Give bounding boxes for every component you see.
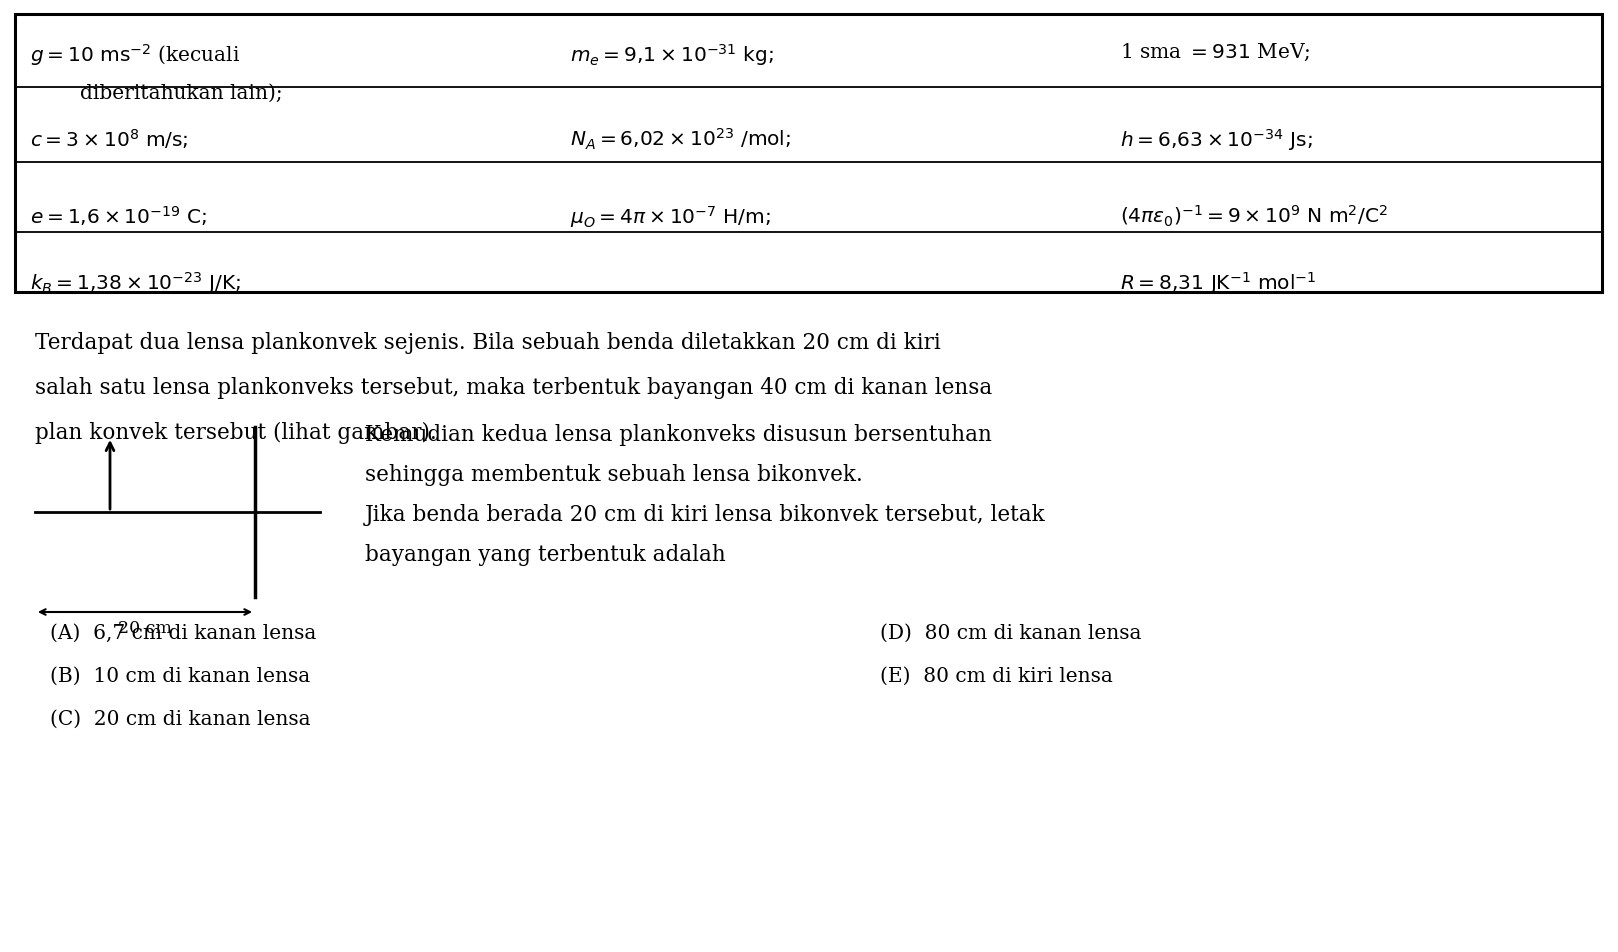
Text: $\mu_O = 4\pi \times 10^{-7}\ \mathrm{H/m};$: $\mu_O = 4\pi \times 10^{-7}\ \mathrm{H/… bbox=[570, 204, 770, 229]
Text: salah satu lensa plankonveks tersebut, maka terbentuk bayangan 40 cm di kanan le: salah satu lensa plankonveks tersebut, m… bbox=[36, 377, 992, 399]
Text: $k_B = 1{,}38 \times 10^{-23}\ \mathrm{J/K};$: $k_B = 1{,}38 \times 10^{-23}\ \mathrm{J… bbox=[31, 270, 241, 296]
Text: $e = 1{,}6 \times 10^{-19}\ \mathrm{C};$: $e = 1{,}6 \times 10^{-19}\ \mathrm{C};$ bbox=[31, 204, 207, 228]
Text: $c = 3 \times 10^{8}\ \mathrm{m/s};$: $c = 3 \times 10^{8}\ \mathrm{m/s};$ bbox=[31, 127, 188, 151]
Text: 1 sma $= 931$ MeV;: 1 sma $= 931$ MeV; bbox=[1120, 42, 1311, 63]
Text: $g = 10\ \mathrm{ms^{-2}}$ (kecuali: $g = 10\ \mathrm{ms^{-2}}$ (kecuali bbox=[31, 42, 239, 68]
Text: $R = 8{,}31\ \mathrm{JK^{-1}\ mol^{-1}}$: $R = 8{,}31\ \mathrm{JK^{-1}\ mol^{-1}}$ bbox=[1120, 270, 1317, 296]
Text: Terdapat dua lensa plankonvek sejenis. Bila sebuah benda diletakkan 20 cm di kir: Terdapat dua lensa plankonvek sejenis. B… bbox=[36, 332, 940, 354]
Text: (B)  10 cm di kanan lensa: (B) 10 cm di kanan lensa bbox=[50, 667, 311, 686]
Text: $h = 6{,}63 \times 10^{-34}\ \mathrm{Js};$: $h = 6{,}63 \times 10^{-34}\ \mathrm{Js}… bbox=[1120, 127, 1312, 153]
Text: $N_A = 6{,}02 \times 10^{23}\ \mathrm{/mol};$: $N_A = 6{,}02 \times 10^{23}\ \mathrm{/m… bbox=[570, 127, 791, 152]
Text: $m_e = 9{,}1 \times 10^{-31}\ \mathrm{kg};$: $m_e = 9{,}1 \times 10^{-31}\ \mathrm{kg… bbox=[570, 42, 773, 68]
Text: (C)  20 cm di kanan lensa: (C) 20 cm di kanan lensa bbox=[50, 710, 311, 729]
Text: (E)  80 cm di kiri lensa: (E) 80 cm di kiri lensa bbox=[880, 667, 1113, 686]
Text: (D)  80 cm di kanan lensa: (D) 80 cm di kanan lensa bbox=[880, 624, 1142, 643]
Text: $(4\pi\varepsilon_0)^{-1} = 9 \times 10^{9}\ \mathrm{N\ m^2/C^2}$: $(4\pi\varepsilon_0)^{-1} = 9 \times 10^… bbox=[1120, 204, 1388, 229]
Text: sehingga membentuk sebuah lensa bikonvek.: sehingga membentuk sebuah lensa bikonvek… bbox=[366, 464, 862, 486]
Text: 20 cm: 20 cm bbox=[118, 620, 172, 637]
Text: diberitahukan lain);: diberitahukan lain); bbox=[79, 84, 283, 103]
Text: Jika benda berada 20 cm di kiri lensa bikonvek tersebut, letak: Jika benda berada 20 cm di kiri lensa bi… bbox=[366, 504, 1045, 526]
Text: (A)  6,7 cm di kanan lensa: (A) 6,7 cm di kanan lensa bbox=[50, 624, 317, 643]
Text: bayangan yang terbentuk adalah: bayangan yang terbentuk adalah bbox=[366, 544, 726, 566]
Text: plan konvek tersebut (lihat gambar).: plan konvek tersebut (lihat gambar). bbox=[36, 422, 437, 444]
Text: Kemudian kedua lensa plankonveks disusun bersentuhan: Kemudian kedua lensa plankonveks disusun… bbox=[366, 424, 992, 446]
Bar bbox=[15, 14, 1602, 292]
